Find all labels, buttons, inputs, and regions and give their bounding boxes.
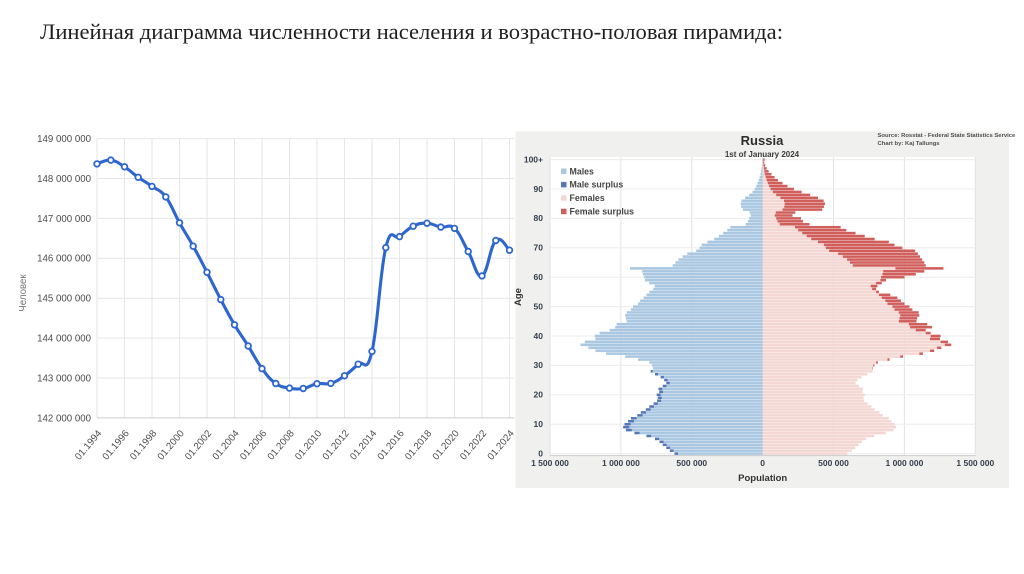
svg-text:1 000 000: 1 000 000: [885, 458, 923, 468]
svg-text:Age: Age: [513, 288, 524, 306]
svg-text:1 000 000: 1 000 000: [602, 458, 640, 468]
svg-text:Chart by: Kaj Tallungs: Chart by: Kaj Tallungs: [878, 141, 941, 147]
svg-text:500 000: 500 000: [818, 458, 849, 468]
svg-text:100+: 100+: [524, 154, 543, 164]
svg-text:Человек: Человек: [18, 274, 29, 312]
svg-text:50: 50: [534, 301, 544, 311]
svg-text:90: 90: [534, 184, 544, 194]
svg-text:145 000 000: 145 000 000: [37, 294, 91, 305]
svg-text:40: 40: [534, 331, 544, 341]
svg-text:500 000: 500 000: [676, 458, 707, 468]
svg-text:0: 0: [538, 448, 543, 458]
svg-text:144 000 000: 144 000 000: [37, 334, 91, 345]
svg-text:20: 20: [534, 390, 544, 400]
svg-text:Source: Rosstat - Federal Stat: Source: Rosstat - Federal State Statisti…: [878, 133, 1017, 139]
svg-text:146 000 000: 146 000 000: [37, 254, 91, 265]
svg-text:0: 0: [760, 458, 765, 468]
svg-text:60: 60: [534, 272, 544, 282]
svg-text:80: 80: [534, 213, 544, 223]
svg-text:30: 30: [534, 360, 544, 370]
svg-text:147 000 000: 147 000 000: [37, 214, 91, 225]
svg-text:Females: Females: [570, 193, 605, 203]
svg-text:149 000 000: 149 000 000: [37, 134, 91, 145]
svg-text:1st of January 2024: 1st of January 2024: [725, 150, 800, 159]
svg-text:10: 10: [534, 419, 544, 429]
svg-text:Линейная диаграмма численности: Линейная диаграмма численности населения…: [40, 19, 783, 44]
svg-text:142 000 000: 142 000 000: [37, 413, 91, 424]
svg-text:148 000 000: 148 000 000: [37, 174, 91, 185]
svg-text:143 000 000: 143 000 000: [37, 373, 91, 384]
svg-text:Female surplus: Female surplus: [570, 207, 635, 217]
svg-text:1 500 000: 1 500 000: [956, 458, 994, 468]
svg-text:Male surplus: Male surplus: [570, 180, 624, 190]
svg-text:Males: Males: [570, 166, 595, 176]
svg-text:Population: Population: [738, 473, 787, 484]
svg-text:70: 70: [534, 243, 544, 253]
svg-text:Russia: Russia: [741, 133, 784, 148]
svg-text:1 500 000: 1 500 000: [531, 458, 569, 468]
